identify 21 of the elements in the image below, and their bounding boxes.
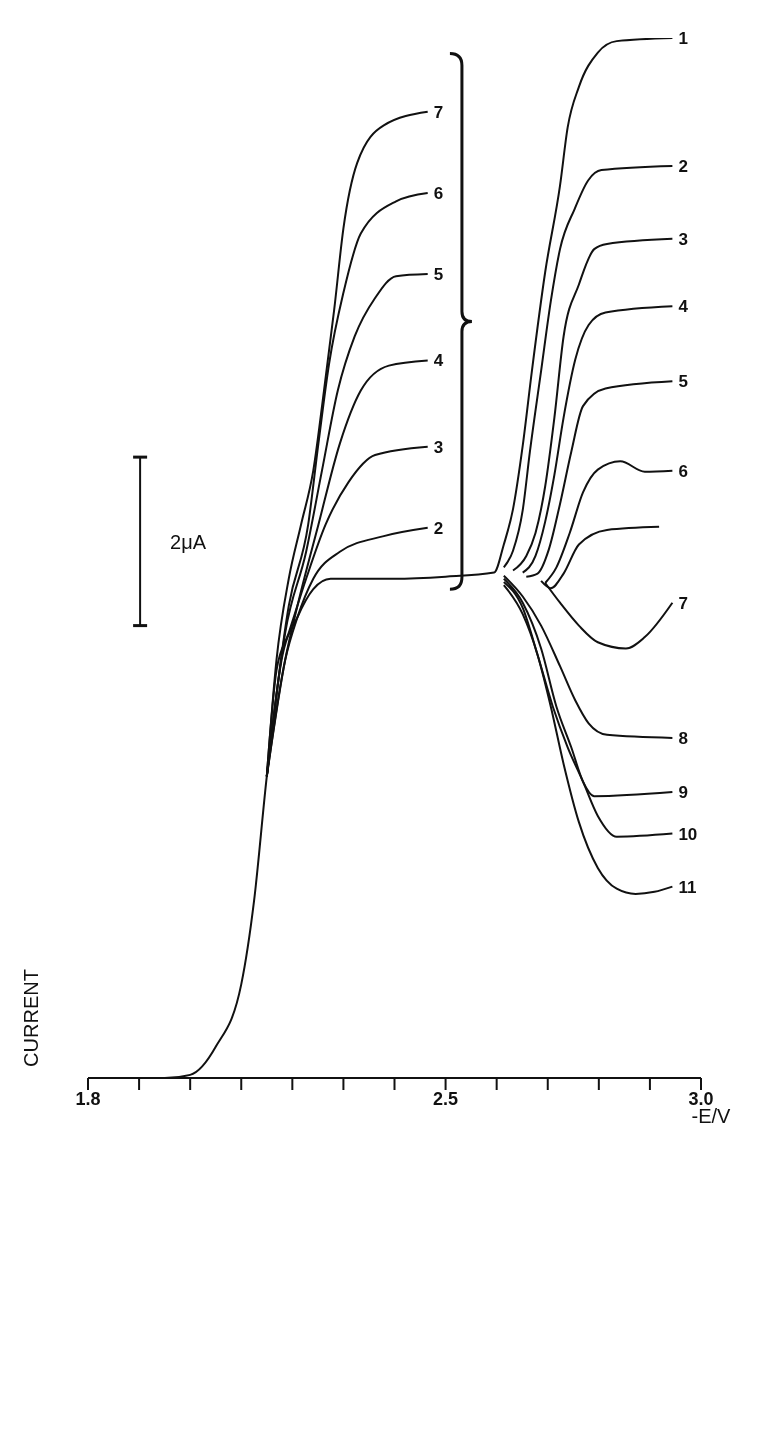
series-label: 8 [678, 728, 688, 748]
series-label: 3 [433, 437, 444, 457]
text: 7 [678, 593, 688, 613]
series-label: 2 [433, 518, 444, 538]
y-axis-title: CURRENT [20, 969, 42, 1067]
text: 6 [678, 461, 688, 481]
text: 3 [678, 229, 688, 249]
series-label: 10 [678, 824, 698, 844]
text: 4 [678, 297, 688, 317]
text: 5 [678, 372, 688, 392]
series-label: 5 [433, 265, 444, 285]
series-label: 1 [678, 29, 688, 48]
text: 2 [678, 156, 688, 176]
series-label: 4 [433, 351, 444, 371]
series-label: 7 [433, 102, 444, 122]
series-label: 9 [678, 783, 688, 802]
annotation: 2μA [170, 531, 207, 554]
series-label: 6 [433, 183, 444, 203]
x-tick-label: 2.5 [433, 1088, 459, 1109]
x-tick-label: 1.8 [75, 1088, 101, 1109]
series-label: 11 [678, 877, 697, 897]
